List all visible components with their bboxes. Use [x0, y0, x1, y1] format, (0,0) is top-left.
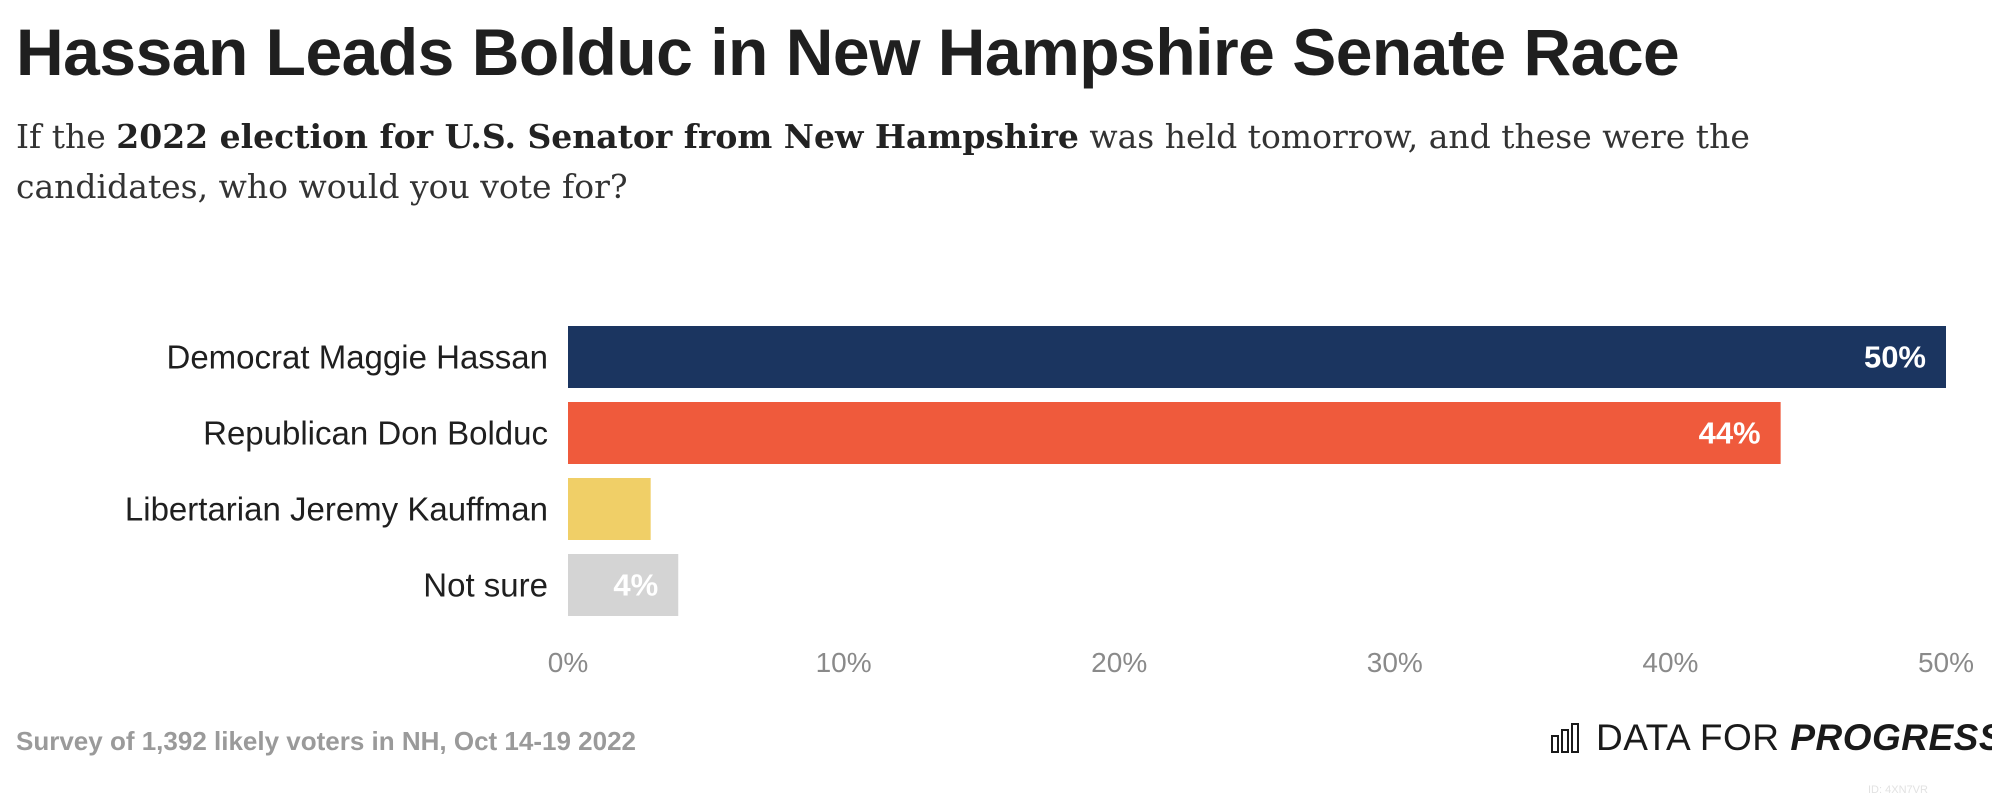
subtitle-emphasis: 2022 election for U.S. Senator from New …	[116, 117, 1079, 156]
x-tick-label-4: 40%	[1642, 647, 1698, 678]
survey-note: Survey of 1,392 likely voters in NH, Oct…	[16, 726, 636, 756]
x-tick-label-3: 30%	[1367, 647, 1423, 678]
value-label-0: 50%	[1864, 340, 1926, 375]
x-tick-label-1: 10%	[816, 647, 872, 678]
x-tick-label-2: 20%	[1091, 647, 1147, 678]
x-tick-label-0: 0%	[548, 647, 588, 678]
logo-text-bold: PROGRESS	[1790, 717, 1992, 758]
logo-wordmark: DATA FOR PROGRESS	[1596, 717, 1992, 759]
value-label-1: 44%	[1699, 416, 1761, 451]
bar-3	[568, 554, 679, 616]
category-label-2: Libertarian Jeremy Kauffman	[125, 491, 548, 528]
subtitle-lead: If the	[16, 117, 117, 156]
category-label-3: Not sure	[423, 567, 548, 604]
bar-chart: Democrat Maggie Hassan 50% Republican Don …	[125, 326, 1974, 678]
bar-2	[568, 478, 651, 540]
bar-0	[568, 326, 1946, 388]
bar-chart-icon	[1551, 723, 1579, 753]
category-label-0: Democrat Maggie Hassan	[167, 339, 549, 376]
category-label-1: Republican Don Bolduc	[203, 415, 548, 452]
logo-text-regular: DATA FOR	[1596, 717, 1791, 758]
chart-subtitle: If the 2022 election for U.S. Senator fr…	[16, 112, 1946, 212]
value-label-3: 4%	[613, 568, 658, 603]
subtitle-tail: was held tomorrow, and these were the ca…	[16, 117, 1750, 206]
bar-1	[568, 402, 1781, 464]
chart-title: Hassan Leads Bolduc in New Hampshire Sen…	[16, 15, 1680, 89]
x-tick-label-5: 50%	[1918, 647, 1974, 678]
chart-id: ID: 4XN7VR	[1868, 784, 1928, 796]
data-for-progress-logo: DATA FOR PROGRESS	[1550, 716, 1992, 760]
